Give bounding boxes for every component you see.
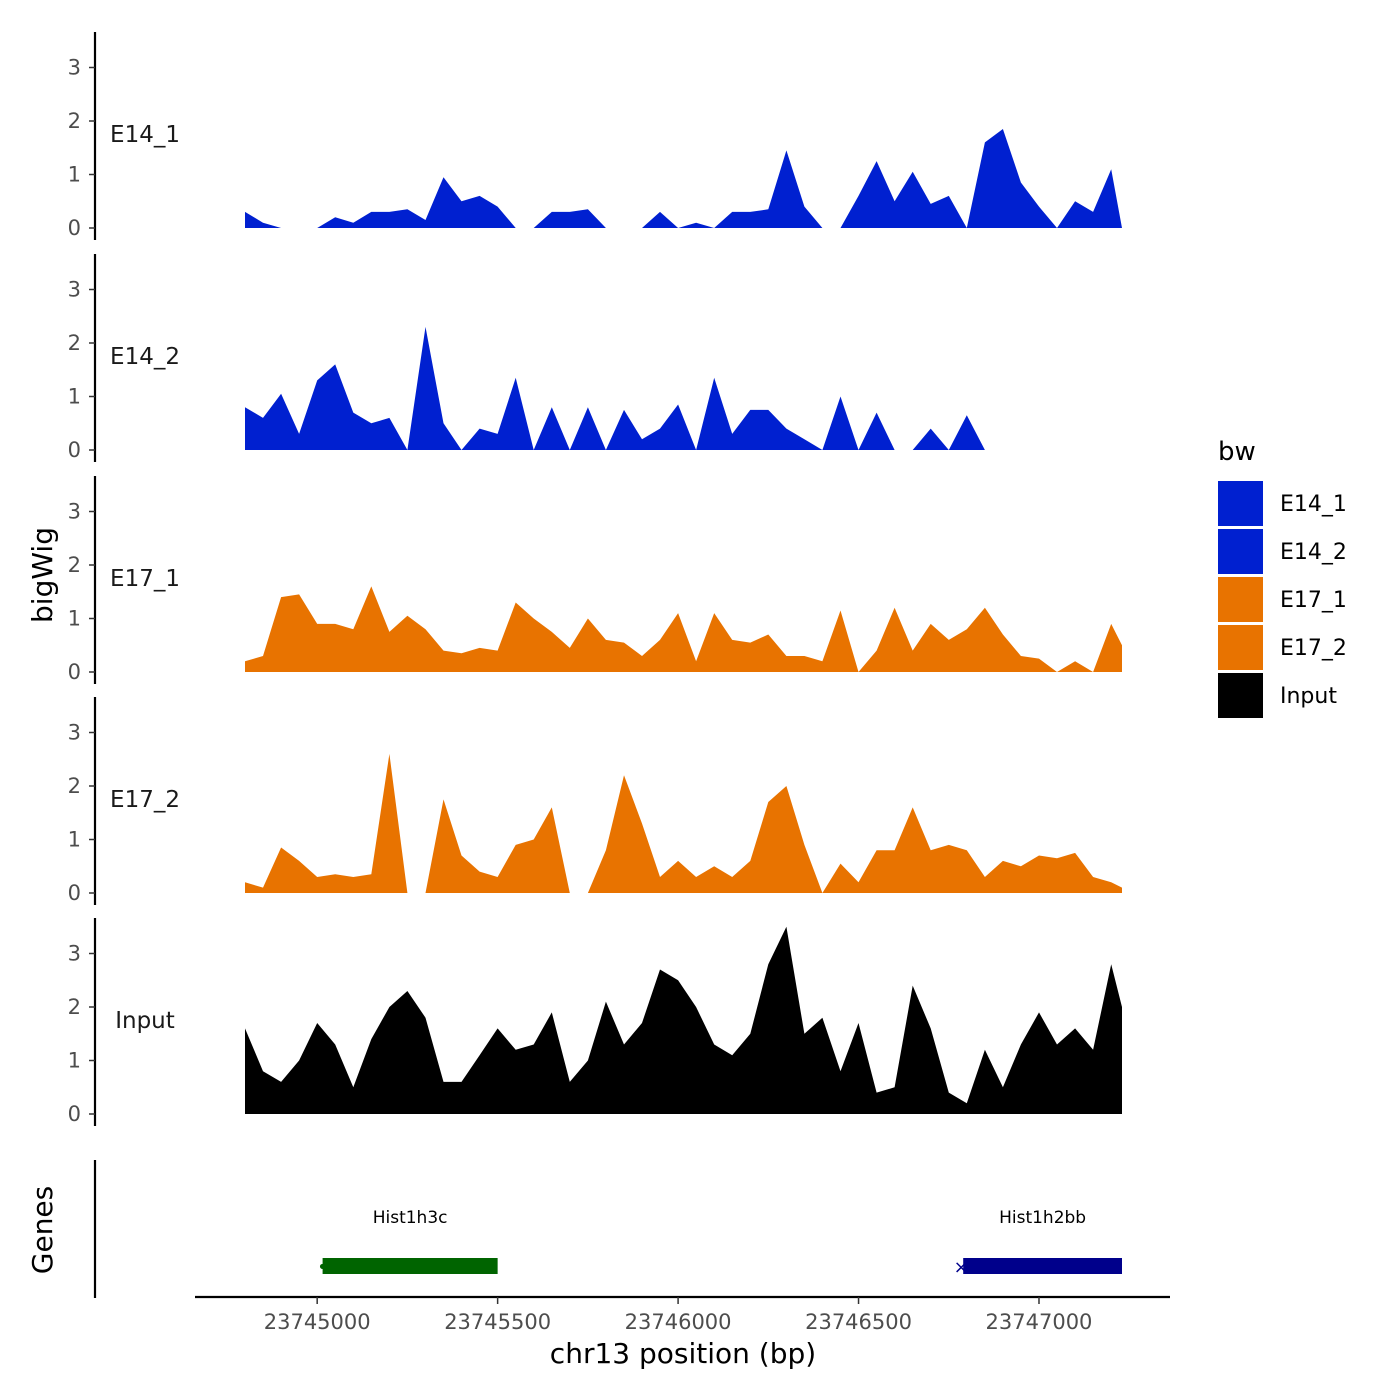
- x-axis-title: chr13 position (bp): [550, 1337, 816, 1370]
- legend: bw E14_1 E14_2 E17_1 E17_2 Input: [1218, 437, 1347, 718]
- x-tick-label: 23746000: [625, 1310, 732, 1334]
- legend-label: E14_2: [1280, 540, 1347, 565]
- legend-swatch: [1218, 625, 1263, 670]
- gene-strand-marker: ×: [954, 1257, 969, 1278]
- x-tick-label: 23745000: [264, 1310, 371, 1334]
- legend-swatch: [1218, 481, 1263, 526]
- y-tick-label: 1: [68, 607, 81, 631]
- signal-tracks: 0 1 2 3 E14_1 0 1 2 3 E14_2 0 1 2 3 E17_1 0 1 2 3 E17_2 0 1 2 3…: [68, 32, 1122, 1126]
- y-tick-label: 2: [68, 995, 81, 1019]
- legend-item-E14_1: E14_1: [1218, 481, 1347, 526]
- x-tick-label: 23746500: [805, 1310, 912, 1334]
- track-area-E14_1: [245, 129, 1122, 228]
- legend-label: E14_1: [1280, 492, 1347, 517]
- legend-item-E17_1: E17_1: [1218, 577, 1347, 622]
- y-tick-label: 3: [68, 278, 81, 302]
- y-tick-label: 0: [68, 1102, 81, 1126]
- x-tick-label: 23747000: [986, 1310, 1093, 1334]
- genes-panel: Hist1h3c • Hist1h2bb ×: [93, 1160, 1122, 1298]
- y-tick-label: 1: [68, 828, 81, 852]
- track-label: Input: [115, 1008, 175, 1034]
- track-area-E17_2: [245, 753, 1122, 893]
- track-label: E17_2: [110, 787, 180, 813]
- gene-label: Hist1h3c: [373, 1208, 448, 1228]
- legend-swatch: [1218, 577, 1263, 622]
- gene-Hist1h3c: Hist1h3c •: [317, 1208, 498, 1278]
- x-tick-label: 23745500: [444, 1310, 551, 1334]
- y-tick-label: 2: [68, 774, 81, 798]
- track-E14_2: 0 1 2 3 E14_2: [68, 254, 1122, 462]
- y-tick-label: 0: [68, 438, 81, 462]
- legend-item-E14_2: E14_2: [1218, 529, 1347, 574]
- gene-strand-marker: •: [317, 1257, 328, 1278]
- y-tick-label: 3: [68, 721, 81, 745]
- y-tick-label: 0: [68, 660, 81, 684]
- y-tick-label: 2: [68, 109, 81, 133]
- gene-label: Hist1h2bb: [999, 1208, 1086, 1228]
- track-E14_1: 0 1 2 3 E14_1: [68, 32, 1122, 240]
- y-tick-label: 3: [68, 56, 81, 80]
- track-Input: 0 1 2 3 Input: [68, 918, 1122, 1126]
- track-area-E14_2: [245, 326, 1122, 450]
- legend-item-Input: Input: [1218, 673, 1337, 718]
- y-tick-label: 0: [68, 216, 81, 240]
- y-axis-title: bigWig: [26, 527, 59, 623]
- y-tick-label: 1: [68, 385, 81, 409]
- gene-body: [963, 1258, 1122, 1274]
- track-area-E17_1: [245, 586, 1122, 672]
- legend-label: E17_1: [1280, 588, 1347, 613]
- legend-swatch: [1218, 673, 1263, 718]
- genes-panel-title: Genes: [26, 1186, 59, 1274]
- gene-body: [322, 1258, 498, 1274]
- track-label: E14_1: [110, 122, 180, 148]
- y-tick-label: 2: [68, 553, 81, 577]
- track-label: E17_1: [110, 566, 180, 592]
- legend-swatch: [1218, 529, 1263, 574]
- legend-title: bw: [1218, 437, 1256, 467]
- gene-Hist1h2bb: Hist1h2bb ×: [954, 1208, 1122, 1278]
- legend-item-E17_2: E17_2: [1218, 625, 1347, 670]
- y-tick-label: 1: [68, 1049, 81, 1073]
- track-E17_2: 0 1 2 3 E17_2: [68, 697, 1122, 905]
- y-tick-label: 1: [68, 163, 81, 187]
- track-E17_1: 0 1 2 3 E17_1: [68, 476, 1122, 684]
- y-tick-label: 3: [68, 500, 81, 524]
- y-tick-label: 2: [68, 331, 81, 355]
- legend-label: Input: [1280, 684, 1337, 709]
- legend-label: E17_2: [1280, 636, 1347, 661]
- x-axis: 23745000 23745500 23746000 23746500 23747000: [195, 1295, 1170, 1334]
- y-tick-label: 3: [68, 942, 81, 966]
- y-tick-label: 0: [68, 881, 81, 905]
- track-label: E14_2: [110, 344, 180, 370]
- track-area-Input: [245, 926, 1122, 1114]
